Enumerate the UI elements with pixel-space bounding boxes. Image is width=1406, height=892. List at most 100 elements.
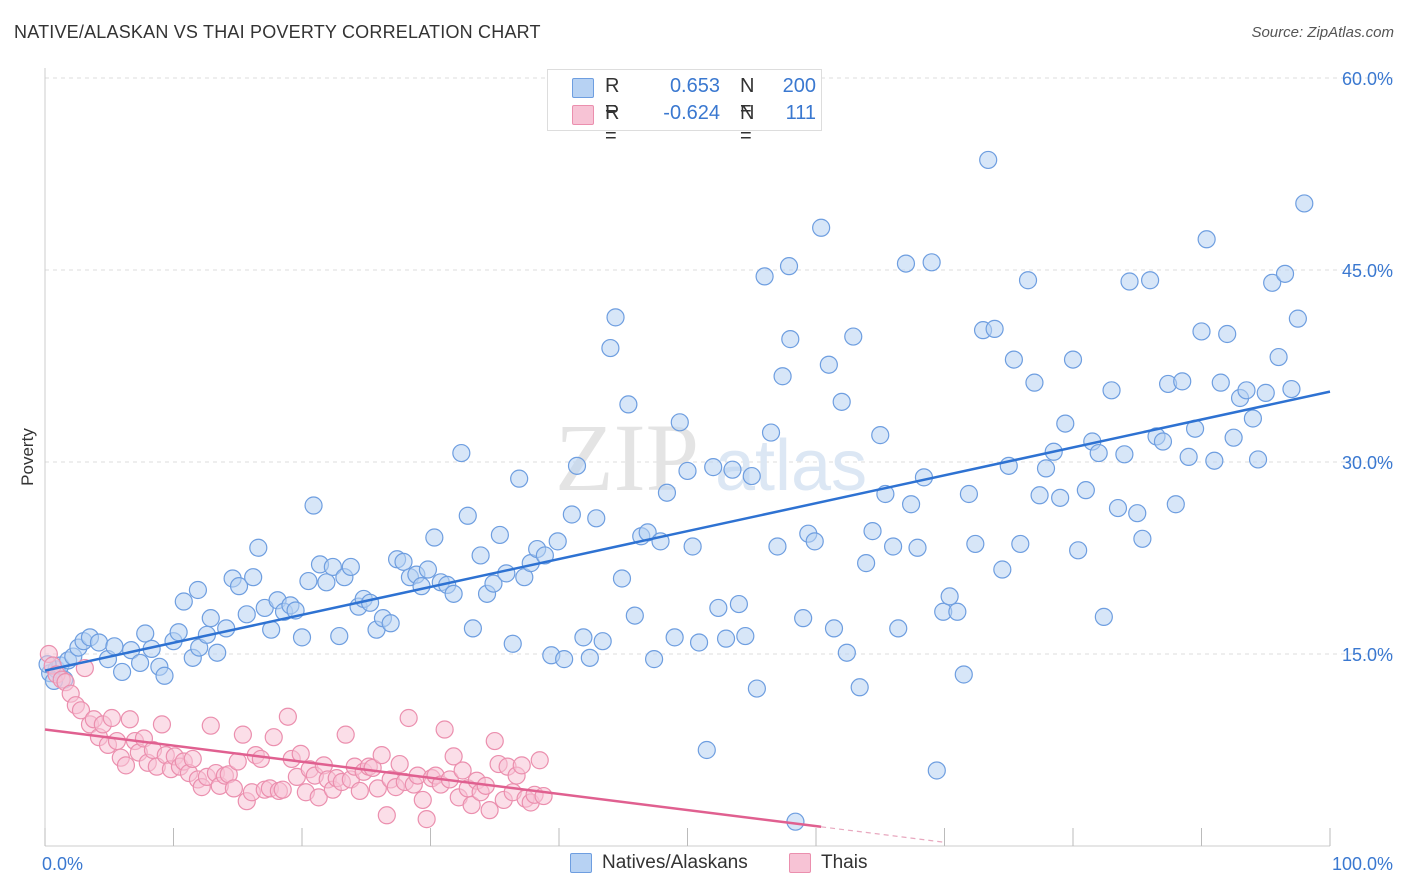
data-point xyxy=(71,701,91,720)
data-point xyxy=(1004,350,1023,369)
data-point xyxy=(249,538,268,557)
bottom-label-thais: Thais xyxy=(821,852,868,873)
data-point xyxy=(1166,495,1185,514)
data-point xyxy=(183,749,202,769)
data-point xyxy=(116,756,136,775)
data-point xyxy=(863,522,882,541)
data-point xyxy=(413,790,432,810)
data-point xyxy=(922,253,941,272)
data-point xyxy=(993,560,1012,579)
data-point xyxy=(805,532,824,551)
data-point xyxy=(979,150,998,170)
data-point xyxy=(601,338,620,358)
data-point xyxy=(574,628,593,647)
data-point xyxy=(927,761,946,780)
data-point xyxy=(1205,451,1224,470)
data-point xyxy=(1275,264,1295,283)
data-point xyxy=(954,665,973,684)
bottom-label-natives: Natives/Alaskans xyxy=(602,852,748,873)
data-point xyxy=(1063,350,1083,369)
data-point xyxy=(169,623,188,642)
data-point xyxy=(812,218,831,237)
data-point xyxy=(781,330,800,349)
data-point xyxy=(896,254,916,273)
data-point xyxy=(1256,383,1275,402)
data-point xyxy=(452,443,471,463)
data-point xyxy=(174,592,193,611)
data-point xyxy=(458,506,477,525)
bottom-swatch-natives xyxy=(570,853,592,873)
trend-line-thais xyxy=(44,728,822,829)
chart-title: NATIVE/ALASKAN VS THAI POVERTY CORRELATI… xyxy=(14,22,541,42)
data-point xyxy=(678,461,697,481)
data-point xyxy=(497,564,516,583)
tick-labels: 15.0% 30.0% 45.0% 60.0% 0.0% 100.0% xyxy=(42,69,1393,874)
series-thais xyxy=(39,644,553,829)
data-point xyxy=(709,598,728,618)
data-point xyxy=(1153,432,1173,451)
data-point xyxy=(1269,347,1288,367)
data-point xyxy=(155,666,174,685)
data-point xyxy=(89,633,109,652)
data-point xyxy=(1011,534,1030,554)
data-point xyxy=(372,746,391,765)
data-point xyxy=(1056,414,1075,433)
data-point xyxy=(779,257,799,276)
data-point xyxy=(1102,381,1121,400)
data-point xyxy=(959,484,979,504)
data-point xyxy=(857,554,876,573)
data-point xyxy=(548,532,567,551)
data-point xyxy=(208,643,227,662)
legend-n-label: N = xyxy=(740,75,755,120)
data-point xyxy=(697,740,716,760)
data-point xyxy=(341,557,360,577)
data-point xyxy=(471,546,490,565)
data-point xyxy=(1140,271,1160,290)
data-point xyxy=(399,708,418,728)
data-point xyxy=(580,648,599,667)
data-point xyxy=(1211,373,1230,392)
data-point xyxy=(462,795,481,815)
data-point xyxy=(940,587,959,606)
data-point xyxy=(435,720,454,739)
data-point xyxy=(120,710,139,729)
data-point xyxy=(704,458,723,477)
data-point xyxy=(832,392,851,411)
data-point xyxy=(768,537,787,556)
data-point xyxy=(1108,498,1128,518)
data-point xyxy=(670,413,689,432)
y-tick-label: 45.0% xyxy=(1342,261,1393,281)
y-axis-label: Poverty xyxy=(18,428,37,486)
data-point xyxy=(1069,541,1088,560)
x-tick-label: 0.0% xyxy=(42,854,83,874)
data-point xyxy=(1282,379,1301,399)
legend-n-value: 111 xyxy=(785,102,816,124)
legend-r-value: 0.653 xyxy=(669,75,720,97)
data-point xyxy=(484,574,503,593)
data-point xyxy=(299,571,318,591)
data-point xyxy=(394,552,413,571)
legend-r-label: R = xyxy=(605,102,620,147)
data-point xyxy=(336,725,355,744)
data-point xyxy=(330,626,349,646)
y-tick-label: 15.0% xyxy=(1342,645,1393,665)
data-point xyxy=(1243,409,1263,428)
data-point xyxy=(819,355,838,374)
data-point xyxy=(112,662,132,682)
grid xyxy=(45,77,1395,655)
data-point xyxy=(1076,481,1095,500)
data-point xyxy=(761,423,781,442)
data-point xyxy=(562,505,581,524)
data-point xyxy=(689,633,709,652)
y-tick-label: 30.0% xyxy=(1342,453,1393,473)
data-point xyxy=(201,716,220,735)
data-point xyxy=(871,426,890,445)
y-tick-label: 60.0% xyxy=(1342,69,1393,89)
data-point xyxy=(368,779,387,798)
source-label: Source: ZipAtlas.com xyxy=(1251,24,1394,41)
data-point xyxy=(1224,428,1243,447)
data-point xyxy=(1295,194,1314,213)
data-point xyxy=(908,538,927,557)
data-point xyxy=(381,614,400,633)
